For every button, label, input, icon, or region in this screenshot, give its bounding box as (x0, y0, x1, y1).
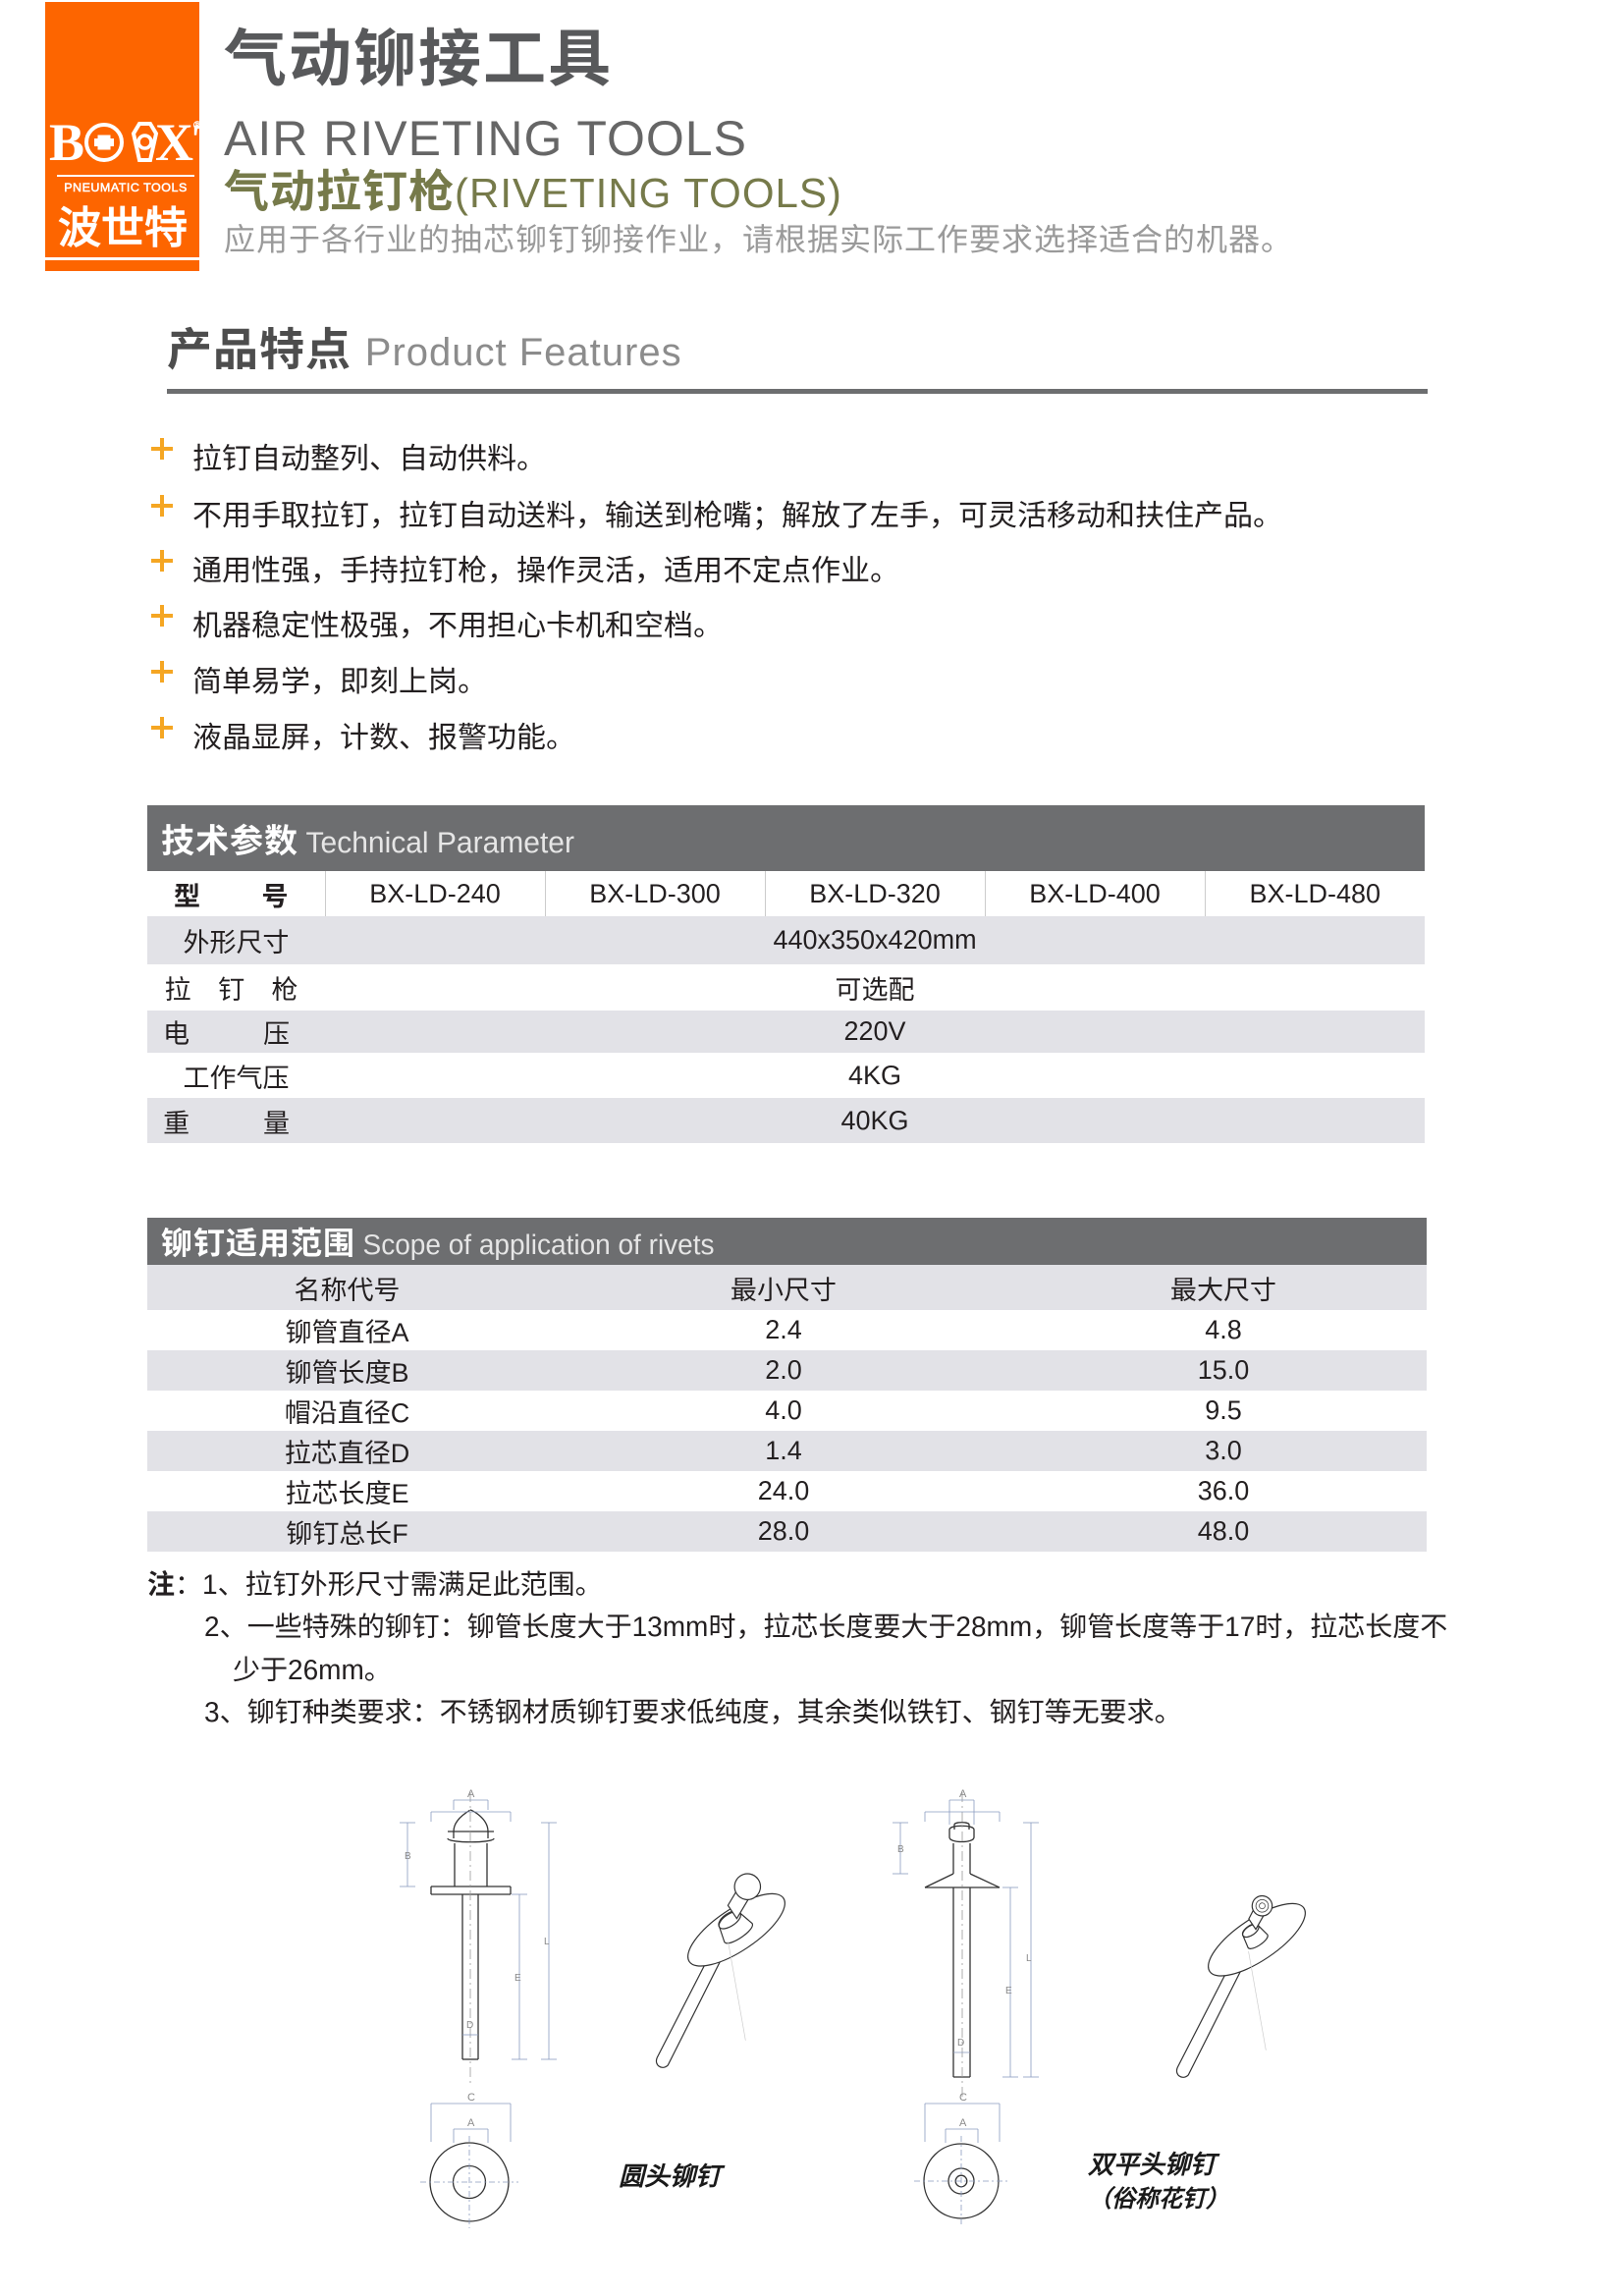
svg-text:A: A (467, 2117, 475, 2129)
svg-text:圆头铆钉: 圆头铆钉 (619, 2162, 726, 2191)
svg-text:L: L (1026, 1953, 1032, 1964)
svg-text:D: D (957, 2038, 964, 2049)
svg-text:A: A (467, 1788, 475, 1800)
svg-text:E: E (1005, 1986, 1012, 1996)
svg-text:B: B (405, 1851, 411, 1862)
svg-text:®: ® (192, 120, 201, 132)
svg-text:C: C (467, 2092, 475, 2104)
svg-text:L: L (544, 1937, 550, 1947)
svg-text:双平头铆钉: 双平头铆钉 (1088, 2151, 1220, 2179)
svg-text:A: A (959, 1788, 967, 1800)
svg-text:B: B (49, 113, 84, 172)
svg-text:B: B (897, 1844, 904, 1855)
svg-text:D: D (466, 2020, 473, 2031)
svg-text:E: E (514, 1973, 521, 1984)
svg-text:A: A (959, 2117, 967, 2129)
svg-text:（俗称花钉）: （俗称花钉） (1088, 2185, 1229, 2213)
svg-text:C: C (959, 2092, 967, 2104)
